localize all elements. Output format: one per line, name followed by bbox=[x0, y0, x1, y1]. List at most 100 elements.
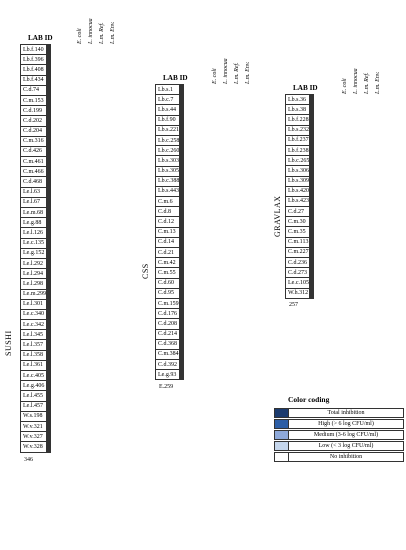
lab-id-cell: C.d.21 bbox=[154, 246, 181, 259]
lab-id-cell: C.d.14 bbox=[154, 236, 181, 249]
css-section-label: CSS bbox=[141, 263, 150, 279]
css-column-header: L.m. Env. bbox=[242, 46, 253, 84]
lab-id-cell: C.d.368 bbox=[154, 338, 181, 350]
lab-id-cell: Le.l.294 bbox=[20, 268, 47, 280]
lab-id-cell: Lb.f.228 bbox=[284, 114, 311, 126]
lab-id-cell: Lb.s.306 bbox=[284, 165, 311, 177]
lab-id-cell: Lb.s.423 bbox=[284, 195, 311, 208]
column-header-label: L.m. Env. bbox=[375, 71, 381, 94]
lab-id-cell: C.d.208 bbox=[154, 318, 181, 330]
inhibition-cell bbox=[49, 329, 51, 341]
inhibition-cell bbox=[182, 175, 185, 187]
lab-id-cell: Lb.f.408 bbox=[20, 64, 47, 76]
table-row: Lb.s.221 bbox=[154, 124, 185, 136]
inhibition-cell bbox=[49, 288, 51, 300]
table-row: Lb.c.260 bbox=[154, 145, 185, 157]
lab-id-cell: Lb.c.7 bbox=[154, 94, 181, 106]
lab-id-cell: Le.c.342 bbox=[20, 319, 47, 331]
table-row: Le.g.88 bbox=[20, 217, 51, 229]
lab-id-cell: Lb.s.232 bbox=[284, 124, 311, 136]
legend-item: Low (< 3 log CFU/ml) bbox=[274, 440, 404, 451]
inhibition-cell bbox=[182, 359, 185, 371]
inhibition-cell bbox=[49, 369, 51, 382]
table-row: C.m.316 bbox=[20, 135, 51, 147]
table-row: Le.g.406 bbox=[20, 380, 51, 392]
legend-swatch bbox=[274, 440, 289, 451]
table-row: Lb.c.7 bbox=[154, 94, 185, 106]
table-row: Lb.c.265 bbox=[284, 155, 315, 167]
sushi-column-header: L.m. Ref. bbox=[96, 6, 107, 44]
table-row: C.d.8 bbox=[154, 206, 185, 218]
legend-swatch bbox=[274, 429, 289, 440]
legend-label: Total inhibition bbox=[289, 407, 404, 418]
inhibition-cell bbox=[312, 195, 315, 208]
column-header-label: L. innocua bbox=[353, 68, 359, 94]
inhibition-cell bbox=[49, 339, 51, 351]
lab-id-cell: Le.l.126 bbox=[20, 227, 47, 239]
table-row: Lb.f.90 bbox=[154, 114, 185, 126]
lab-id-cell: Lb.s.305 bbox=[154, 165, 181, 177]
inhibition-cell bbox=[49, 441, 51, 453]
table-row: W.v.327 bbox=[20, 431, 51, 443]
lab-id-cell: Le.l.301 bbox=[20, 298, 47, 310]
sushi-footer-id: 346 bbox=[24, 457, 33, 463]
lab-id-cell: Le.l.67 bbox=[20, 196, 47, 209]
lab-id-cell: Le.g.93 bbox=[154, 369, 181, 381]
inhibition-cell bbox=[49, 84, 51, 96]
css-column-header: L. innocua bbox=[220, 46, 231, 84]
inhibition-cell bbox=[312, 256, 315, 269]
sushi-column-header: E. coli bbox=[74, 6, 85, 44]
lab-id-cell: C.d.176 bbox=[154, 308, 181, 320]
inhibition-cell bbox=[182, 155, 185, 167]
gravlax-lab-id-header: LAB ID bbox=[293, 84, 318, 92]
table-row: Lb.f.396 bbox=[20, 54, 51, 66]
css-column-header: E. coli bbox=[209, 46, 220, 84]
inhibition-cell bbox=[49, 400, 51, 412]
inhibition-cell bbox=[49, 54, 51, 66]
table-row: Lb.f.140 bbox=[20, 43, 51, 56]
table-row: C.m.13 bbox=[154, 226, 185, 238]
inhibition-cell bbox=[182, 83, 185, 96]
inhibition-cell bbox=[182, 114, 185, 126]
inhibition-cell bbox=[182, 124, 185, 136]
lab-id-cell: C.m.461 bbox=[20, 156, 47, 168]
inhibition-cell bbox=[182, 297, 185, 310]
inhibition-cell bbox=[312, 114, 315, 126]
inhibition-cell bbox=[49, 257, 51, 270]
inhibition-cell bbox=[182, 196, 185, 208]
table-row: Le.c.105 bbox=[284, 277, 315, 289]
inhibition-cell bbox=[49, 359, 51, 372]
inhibition-cell bbox=[182, 246, 185, 259]
legend-item: Total inhibition bbox=[274, 407, 404, 418]
lab-id-cell: Le.m.68 bbox=[20, 206, 47, 219]
table-row: Lb.f.237 bbox=[284, 134, 315, 146]
table-row: C.d.368 bbox=[154, 338, 185, 350]
table-row: Lb.s.1 bbox=[154, 83, 185, 96]
inhibition-cell bbox=[312, 206, 315, 218]
inhibition-cell bbox=[49, 206, 51, 219]
lab-id-cell: C.m.113 bbox=[284, 236, 311, 248]
lab-id-cell: C.d.27 bbox=[284, 206, 311, 218]
legend-swatch bbox=[274, 451, 289, 462]
inhibition-cell bbox=[312, 287, 315, 299]
lab-id-cell: Lb.s.44 bbox=[154, 104, 181, 116]
table-row: Lb.s.305 bbox=[154, 165, 185, 177]
column-header-label: L.m. Ref. bbox=[364, 72, 370, 94]
sushi-lab-id-header: LAB ID bbox=[28, 34, 53, 42]
table-row: C.m.30 bbox=[284, 216, 315, 228]
legend-title: Color coding bbox=[288, 395, 330, 404]
inhibition-cell bbox=[182, 257, 185, 269]
gravlax-table: Lb.s.36 Lb.s.38 Lb.f.228 Lb.s.232 Lb.f.237 Lb… bbox=[284, 93, 315, 299]
lab-id-cell: C.m.55 bbox=[154, 267, 181, 279]
legend-item: Medium (3-6 log CFU/ml) bbox=[274, 429, 404, 440]
table-row: Lb.f.434 bbox=[20, 74, 51, 86]
lab-id-cell: W.v.321 bbox=[20, 420, 47, 433]
color-legend: Color coding Total inhibition High (> 6 l… bbox=[274, 395, 404, 462]
table-row: C.d.12 bbox=[154, 216, 185, 228]
lab-id-cell: Le.l.292 bbox=[20, 257, 47, 270]
table-row: C.m.153 bbox=[20, 94, 51, 107]
table-row: Lb.s.423 bbox=[284, 195, 315, 208]
inhibition-cell bbox=[182, 206, 185, 218]
table-row: C.d.392 bbox=[154, 359, 185, 371]
sushi-column-header: L.m. Env. bbox=[107, 6, 118, 44]
